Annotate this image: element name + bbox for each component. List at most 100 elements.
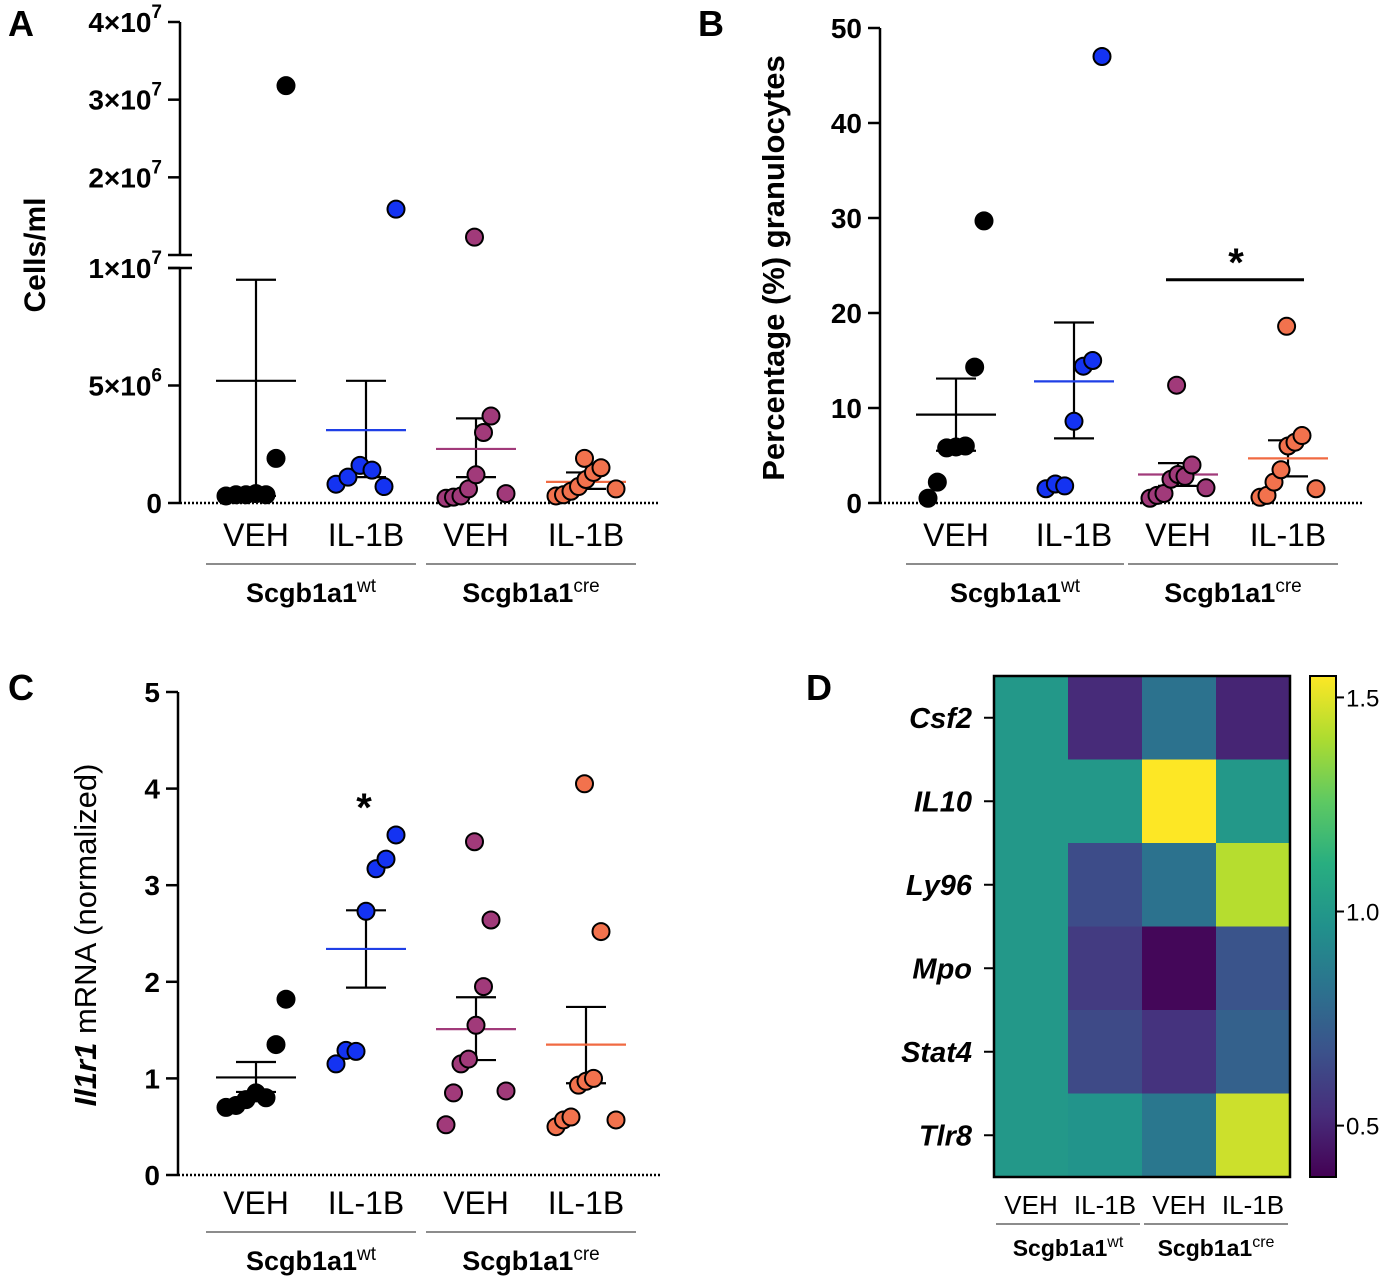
data-point <box>1064 411 1084 431</box>
column-label: IL-1B <box>1222 1190 1284 1220</box>
data-point <box>1306 479 1326 499</box>
data-point <box>1083 351 1103 370</box>
series-2 <box>436 832 516 1135</box>
group-label-base: Scgb1a1 <box>950 578 1061 608</box>
data-point <box>256 1088 276 1108</box>
y-tick-label: 2 <box>144 967 160 998</box>
panel-d: D Csf2 IL10 Ly96 Mpo Stat4 Tlr8 VEH IL-1B VEH IL… <box>806 667 1379 1261</box>
heatmap-cell <box>1216 1010 1291 1094</box>
heatmap-cell <box>1068 1010 1143 1094</box>
heatmap-cell <box>994 676 1069 760</box>
data-point <box>436 1115 456 1135</box>
data-point <box>376 849 396 869</box>
data-point <box>606 1110 626 1130</box>
category-label: VEH <box>443 517 509 553</box>
group-label-base: Scgb1a1 <box>246 578 357 608</box>
category-label: VEH <box>923 517 989 553</box>
row-label: Mpo <box>912 953 972 985</box>
data-point <box>356 901 376 921</box>
y-tick-label-exponent: 7 <box>151 2 162 23</box>
row-label: IL10 <box>914 786 972 818</box>
panel-a-y-label: Cells/ml <box>19 197 52 312</box>
heatmap-cell <box>1142 926 1217 1011</box>
y-tick-label: 2×107 <box>88 157 162 193</box>
heatmap-frame <box>992 674 1292 1179</box>
data-point <box>346 1041 366 1061</box>
panel-c-y-label-gene: Il1r1 <box>68 1043 103 1107</box>
y-tick-label-exponent: 7 <box>151 80 162 101</box>
y-tick-label: 3×107 <box>88 80 162 116</box>
heatmap-cell <box>1068 1093 1143 1178</box>
heatmap-cell <box>1068 843 1143 927</box>
data-point <box>561 1107 581 1127</box>
data-point <box>374 477 394 497</box>
y-tick-label: 1 <box>144 1063 160 1094</box>
panel-c-letter: C <box>8 667 34 708</box>
y-tick-label: 30 <box>831 203 862 234</box>
group-label-sup: wt <box>1106 1234 1124 1251</box>
data-point <box>466 1015 486 1035</box>
column-label: VEH <box>1152 1190 1205 1220</box>
heatmap-cell <box>1142 1093 1217 1178</box>
category-label: IL-1B <box>548 1185 624 1221</box>
data-point <box>474 977 493 997</box>
row-label: Tlr8 <box>919 1120 973 1152</box>
heatmap-cell <box>1216 1093 1291 1178</box>
data-point <box>584 1068 603 1088</box>
data-point <box>276 76 296 96</box>
panel-c-y-label-rest: mRNA (normalized) <box>68 764 103 1043</box>
y-tick-label: 0 <box>846 488 862 519</box>
series-2 <box>1138 375 1218 508</box>
series-2 <box>436 227 516 508</box>
group-label-sup: wt <box>356 1244 377 1265</box>
y-tick-label-base: 5×10 <box>88 371 151 402</box>
heatmap-cell <box>1216 759 1291 844</box>
heatmap-cell <box>1068 759 1143 844</box>
group-label: Scgb1a1wt <box>246 576 377 608</box>
y-tick-label: 0 <box>144 1160 160 1191</box>
data-point <box>386 825 406 845</box>
category-label: VEH <box>1145 517 1211 553</box>
data-point <box>496 1081 516 1101</box>
y-tick-label: 40 <box>831 108 862 139</box>
group-label-base: Scgb1a1 <box>1164 578 1275 608</box>
data-point <box>326 1054 346 1074</box>
panel-b: B Percentage (%) granulocytes 0 10 20 30 40 5… <box>698 3 1362 608</box>
data-point <box>1271 460 1291 480</box>
significance-star: * <box>356 786 372 830</box>
category-label: VEH <box>223 1185 289 1221</box>
category-label: IL-1B <box>328 517 404 553</box>
category-label: IL-1B <box>548 517 624 553</box>
category-label: IL-1B <box>1036 517 1112 553</box>
y-tick-label: 0 <box>146 488 162 519</box>
series-1 <box>326 199 406 497</box>
group-label-sup: cre <box>573 576 599 597</box>
data-point <box>459 1049 478 1069</box>
y-tick-label: 4 <box>144 774 160 805</box>
y-tick-label: 3 <box>144 870 160 901</box>
data-point <box>276 989 296 1009</box>
heatmap-cell <box>1216 676 1291 760</box>
data-point <box>965 357 985 377</box>
group-label-base: Scgb1a1 <box>1158 1235 1253 1261</box>
group-label-base: Scgb1a1 <box>462 1246 573 1276</box>
panel-d-letter: D <box>806 667 832 708</box>
y-tick-label: 5×106 <box>88 366 162 402</box>
group-label-sup: wt <box>1060 576 1081 597</box>
series-0 <box>916 211 996 508</box>
data-point <box>1182 455 1202 475</box>
y-tick-label: 5 <box>144 677 160 708</box>
data-point <box>266 448 286 468</box>
group-label: Scgb1a1wt <box>950 576 1081 608</box>
heatmap-cell <box>1216 926 1291 1011</box>
data-point <box>481 910 501 930</box>
y-tick-label: 50 <box>831 13 862 44</box>
group-label: Scgb1a1cre <box>1164 576 1301 608</box>
data-point <box>591 458 611 478</box>
group-label-base: Scgb1a1 <box>246 1246 357 1276</box>
group-label: Scgb1a1cre <box>1158 1234 1275 1261</box>
panel-b-letter: B <box>698 3 724 44</box>
data-point <box>496 484 516 504</box>
series-0 <box>216 989 296 1117</box>
y-tick-label: 10 <box>831 393 862 424</box>
